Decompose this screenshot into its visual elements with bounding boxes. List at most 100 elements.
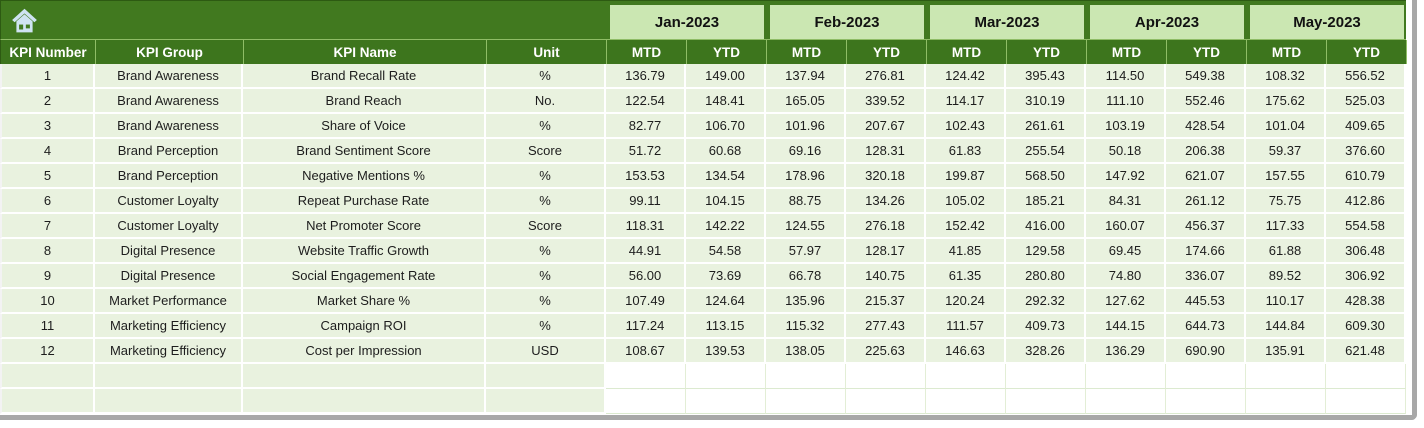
value-cell[interactable]: 153.53 bbox=[606, 164, 686, 189]
subheader-mtd-cell[interactable]: MTD bbox=[767, 40, 847, 64]
value-cell[interactable]: 74.80 bbox=[1086, 264, 1166, 289]
value-cell[interactable]: 376.60 bbox=[1326, 139, 1406, 164]
value-cell[interactable]: 428.38 bbox=[1326, 289, 1406, 314]
kpi-number-cell[interactable]: 2 bbox=[0, 89, 95, 114]
value-cell[interactable]: 104.15 bbox=[686, 189, 766, 214]
kpi-number-cell[interactable]: 9 bbox=[0, 264, 95, 289]
value-cell[interactable]: 644.73 bbox=[1166, 314, 1246, 339]
value-cell[interactable]: 137.94 bbox=[766, 64, 846, 89]
value-cell[interactable]: 115.32 bbox=[766, 314, 846, 339]
empty-cell[interactable] bbox=[606, 389, 686, 414]
empty-cell[interactable] bbox=[766, 389, 846, 414]
kpi-name-cell[interactable]: Share of Voice bbox=[243, 114, 486, 139]
value-cell[interactable]: 276.81 bbox=[846, 64, 926, 89]
value-cell[interactable]: 82.77 bbox=[606, 114, 686, 139]
value-cell[interactable]: 206.38 bbox=[1166, 139, 1246, 164]
empty-cell[interactable] bbox=[686, 364, 766, 389]
kpi-number-cell[interactable]: 6 bbox=[0, 189, 95, 214]
kpi-number-cell[interactable]: 8 bbox=[0, 239, 95, 264]
value-cell[interactable]: 328.26 bbox=[1006, 339, 1086, 364]
empty-cell[interactable] bbox=[1166, 364, 1246, 389]
kpi-number-cell[interactable]: 3 bbox=[0, 114, 95, 139]
value-cell[interactable]: 110.17 bbox=[1246, 289, 1326, 314]
value-cell[interactable]: 147.92 bbox=[1086, 164, 1166, 189]
kpi-group-cell[interactable]: Brand Awareness bbox=[95, 64, 243, 89]
value-cell[interactable]: 621.48 bbox=[1326, 339, 1406, 364]
unit-cell[interactable]: Score bbox=[486, 214, 606, 239]
kpi-group-cell[interactable]: Marketing Efficiency bbox=[95, 314, 243, 339]
value-cell[interactable]: 306.92 bbox=[1326, 264, 1406, 289]
value-cell[interactable]: 174.66 bbox=[1166, 239, 1246, 264]
unit-cell[interactable]: % bbox=[486, 239, 606, 264]
value-cell[interactable]: 101.96 bbox=[766, 114, 846, 139]
empty-cell[interactable] bbox=[486, 389, 606, 414]
unit-cell[interactable]: % bbox=[486, 264, 606, 289]
value-cell[interactable]: 101.04 bbox=[1246, 114, 1326, 139]
value-cell[interactable]: 108.67 bbox=[606, 339, 686, 364]
value-cell[interactable]: 124.42 bbox=[926, 64, 1006, 89]
empty-cell[interactable] bbox=[1246, 364, 1326, 389]
subheader-mtd-cell[interactable]: MTD bbox=[607, 40, 687, 64]
value-cell[interactable]: 102.43 bbox=[926, 114, 1006, 139]
kpi-name-cell[interactable]: Cost per Impression bbox=[243, 339, 486, 364]
empty-cell[interactable] bbox=[1246, 389, 1326, 414]
value-cell[interactable]: 103.19 bbox=[1086, 114, 1166, 139]
value-cell[interactable]: 261.61 bbox=[1006, 114, 1086, 139]
value-cell[interactable]: 108.32 bbox=[1246, 64, 1326, 89]
empty-cell[interactable] bbox=[95, 364, 243, 389]
value-cell[interactable]: 88.75 bbox=[766, 189, 846, 214]
value-cell[interactable]: 114.17 bbox=[926, 89, 1006, 114]
unit-cell[interactable]: % bbox=[486, 289, 606, 314]
value-cell[interactable]: 111.57 bbox=[926, 314, 1006, 339]
value-cell[interactable]: 277.43 bbox=[846, 314, 926, 339]
kpi-number-cell[interactable]: 12 bbox=[0, 339, 95, 364]
kpi-name-cell[interactable]: Campaign ROI bbox=[243, 314, 486, 339]
empty-cell[interactable] bbox=[926, 364, 1006, 389]
empty-cell[interactable] bbox=[1166, 389, 1246, 414]
column-header-kpi-number[interactable]: KPI Number bbox=[1, 40, 96, 64]
value-cell[interactable]: 144.15 bbox=[1086, 314, 1166, 339]
empty-cell[interactable] bbox=[1326, 389, 1406, 414]
value-cell[interactable]: 185.21 bbox=[1006, 189, 1086, 214]
month-header-cell-apr-2023[interactable]: Apr-2023 bbox=[1090, 5, 1244, 39]
value-cell[interactable]: 445.53 bbox=[1166, 289, 1246, 314]
kpi-name-cell[interactable]: Brand Reach bbox=[243, 89, 486, 114]
value-cell[interactable]: 59.37 bbox=[1246, 139, 1326, 164]
kpi-group-cell[interactable]: Brand Perception bbox=[95, 164, 243, 189]
value-cell[interactable]: 178.96 bbox=[766, 164, 846, 189]
value-cell[interactable]: 549.38 bbox=[1166, 64, 1246, 89]
month-header-cell-may-2023[interactable]: May-2023 bbox=[1250, 5, 1404, 39]
unit-cell[interactable]: No. bbox=[486, 89, 606, 114]
value-cell[interactable]: 621.07 bbox=[1166, 164, 1246, 189]
subheader-ytd-cell[interactable]: YTD bbox=[847, 40, 927, 64]
empty-cell[interactable] bbox=[0, 364, 95, 389]
value-cell[interactable]: 165.05 bbox=[766, 89, 846, 114]
column-header-kpi-group[interactable]: KPI Group bbox=[96, 40, 244, 64]
unit-cell[interactable]: % bbox=[486, 64, 606, 89]
value-cell[interactable]: 136.29 bbox=[1086, 339, 1166, 364]
empty-cell[interactable] bbox=[243, 389, 486, 414]
kpi-name-cell[interactable]: Brand Recall Rate bbox=[243, 64, 486, 89]
value-cell[interactable]: 99.11 bbox=[606, 189, 686, 214]
value-cell[interactable]: 280.80 bbox=[1006, 264, 1086, 289]
kpi-name-cell[interactable]: Negative Mentions % bbox=[243, 164, 486, 189]
value-cell[interactable]: 306.48 bbox=[1326, 239, 1406, 264]
kpi-group-cell[interactable]: Market Performance bbox=[95, 289, 243, 314]
kpi-number-cell[interactable]: 1 bbox=[0, 64, 95, 89]
value-cell[interactable]: 310.19 bbox=[1006, 89, 1086, 114]
value-cell[interactable]: 276.18 bbox=[846, 214, 926, 239]
column-header-unit[interactable]: Unit bbox=[487, 40, 607, 64]
value-cell[interactable]: 136.79 bbox=[606, 64, 686, 89]
value-cell[interactable]: 409.73 bbox=[1006, 314, 1086, 339]
value-cell[interactable]: 69.16 bbox=[766, 139, 846, 164]
value-cell[interactable]: 111.10 bbox=[1086, 89, 1166, 114]
unit-cell[interactable]: USD bbox=[486, 339, 606, 364]
value-cell[interactable]: 128.31 bbox=[846, 139, 926, 164]
kpi-number-cell[interactable]: 4 bbox=[0, 139, 95, 164]
value-cell[interactable]: 113.15 bbox=[686, 314, 766, 339]
subheader-mtd-cell[interactable]: MTD bbox=[1087, 40, 1167, 64]
value-cell[interactable]: 117.33 bbox=[1246, 214, 1326, 239]
value-cell[interactable]: 44.91 bbox=[606, 239, 686, 264]
empty-cell[interactable] bbox=[686, 389, 766, 414]
value-cell[interactable]: 138.05 bbox=[766, 339, 846, 364]
